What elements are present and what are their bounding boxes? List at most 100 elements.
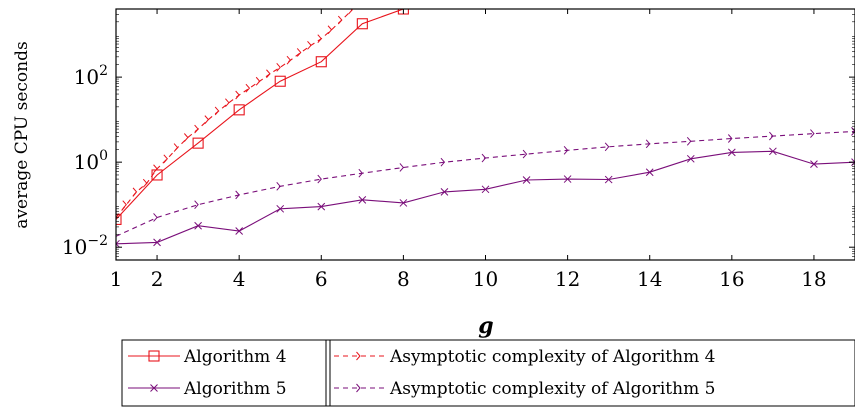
series-2-point-2 [153,238,161,247]
legend-label: Asymptotic complexity of Algorithm 4 [389,347,715,367]
series-3-point-10 [204,115,210,124]
series-2-point-1 [116,239,120,248]
y-tick-exponent: 2 [99,63,108,79]
series-2-point-15 [686,154,695,163]
series-3-point-20 [307,40,312,50]
series-4-point-14 [645,139,651,149]
legend-label: Algorithm 5 [183,379,287,399]
series-3-point-13 [235,90,240,100]
legend-item-4: Asymptotic complexity of Algorithm 5 [334,379,715,399]
series-layer [116,9,855,248]
y-tick-exponent: 0 [99,148,108,164]
series-2-point-14 [645,168,654,177]
legend-item-2: Asymptotic complexity of Algorithm 4 [334,347,715,367]
series-3-point-7 [173,143,179,152]
legend: Algorithm 4 Asymptotic complexity of Algo… [121,339,855,407]
series-2-point-4 [235,227,244,235]
series-3-point-19 [296,48,302,57]
series-3-point-24 [348,9,353,15]
series-1-line [116,9,404,220]
series-2-point-8 [399,199,408,207]
series-4-point-9 [440,157,446,167]
x-tick-label-16: 16 [719,267,744,291]
series-4-point-11 [522,149,528,159]
legend-label: Algorithm 4 [183,347,287,367]
legend-swatch-marker [148,350,160,362]
series-4-point-7 [358,168,363,178]
series-2-point-19 [851,158,855,167]
series-3-point-14 [245,83,251,93]
series-2-point-12 [563,175,572,183]
series-3-point-5 [153,164,158,174]
series-2 [116,147,855,248]
series-4-point-15 [686,136,692,146]
x-tick-label-4: 4 [233,267,246,291]
y-axis-label: average CPU seconds [12,41,32,228]
legend-swatch-marker [150,384,158,392]
y-tick-label-−2: 10−2 [62,233,108,259]
series-3-point-21 [317,34,322,44]
series-4-line [116,130,855,237]
series-1-point-7 [356,18,368,30]
x-tick-label-10: 10 [473,267,498,291]
series-3-line [116,9,353,218]
series-4-point-13 [604,142,610,152]
series-2-point-18 [810,160,818,168]
series-2-point-11 [522,176,531,184]
series-2-point-6 [317,202,326,211]
series-3-point-22 [327,25,333,35]
series-2-point-10 [481,185,490,194]
series-4-point-16 [727,134,733,143]
series-4-point-4 [235,190,240,200]
y-tick-label-2: 102 [74,63,108,89]
series-3-point-18 [286,55,292,65]
series-2-point-17 [769,147,777,156]
series-4-point-18 [810,129,815,138]
series-1-point-1 [116,213,122,225]
plot-area-frame [115,8,855,261]
series-1-point-4 [233,104,245,116]
series-4 [116,127,855,238]
x-tick-label-1: 1 [110,267,123,291]
series-4-point-10 [481,153,487,163]
legend-swatch-marker [356,351,361,361]
series-3 [116,9,353,219]
series-2-point-5 [276,204,285,213]
series-4-point-2 [153,213,158,222]
series-4-point-5 [276,182,281,191]
x-tick-label-12: 12 [555,267,580,291]
legend-item-1: Algorithm 4 [128,347,287,367]
legend-swatch-marker [356,383,361,393]
x-tick-label-18: 18 [801,267,826,291]
x-tick-label-8: 8 [397,267,410,291]
legend-box [121,339,855,407]
legend-item-3: Algorithm 5 [128,379,287,399]
series-3-point-23 [337,15,343,25]
legend-label: Asymptotic complexity of Algorithm 5 [389,379,715,399]
series-4-point-8 [399,163,405,172]
series-3-point-17 [276,62,281,72]
series-4-point-6 [317,174,322,184]
series-1-point-3 [192,137,204,149]
series-3-point-2 [122,200,127,210]
series-3-point-15 [255,76,261,86]
series-3-point-12 [225,98,230,108]
series-3-point-16 [266,69,271,79]
series-2-point-13 [604,175,613,184]
series-3-point-3 [132,187,138,197]
series-4-point-12 [563,145,569,155]
x-axis-label: g [478,313,493,339]
series-3-point-8 [183,133,189,142]
x-tick-label-14: 14 [637,267,662,291]
series-4-point-3 [194,200,199,210]
series-3-point-4 [142,178,148,188]
series-2-point-16 [727,148,736,157]
series-1 [116,9,409,225]
series-4-point-17 [769,131,774,141]
y-tick-label-0: 100 [74,148,108,174]
x-tick-label-2: 2 [151,267,164,291]
series-4-point-19 [851,127,855,136]
series-2-point-7 [358,195,367,204]
